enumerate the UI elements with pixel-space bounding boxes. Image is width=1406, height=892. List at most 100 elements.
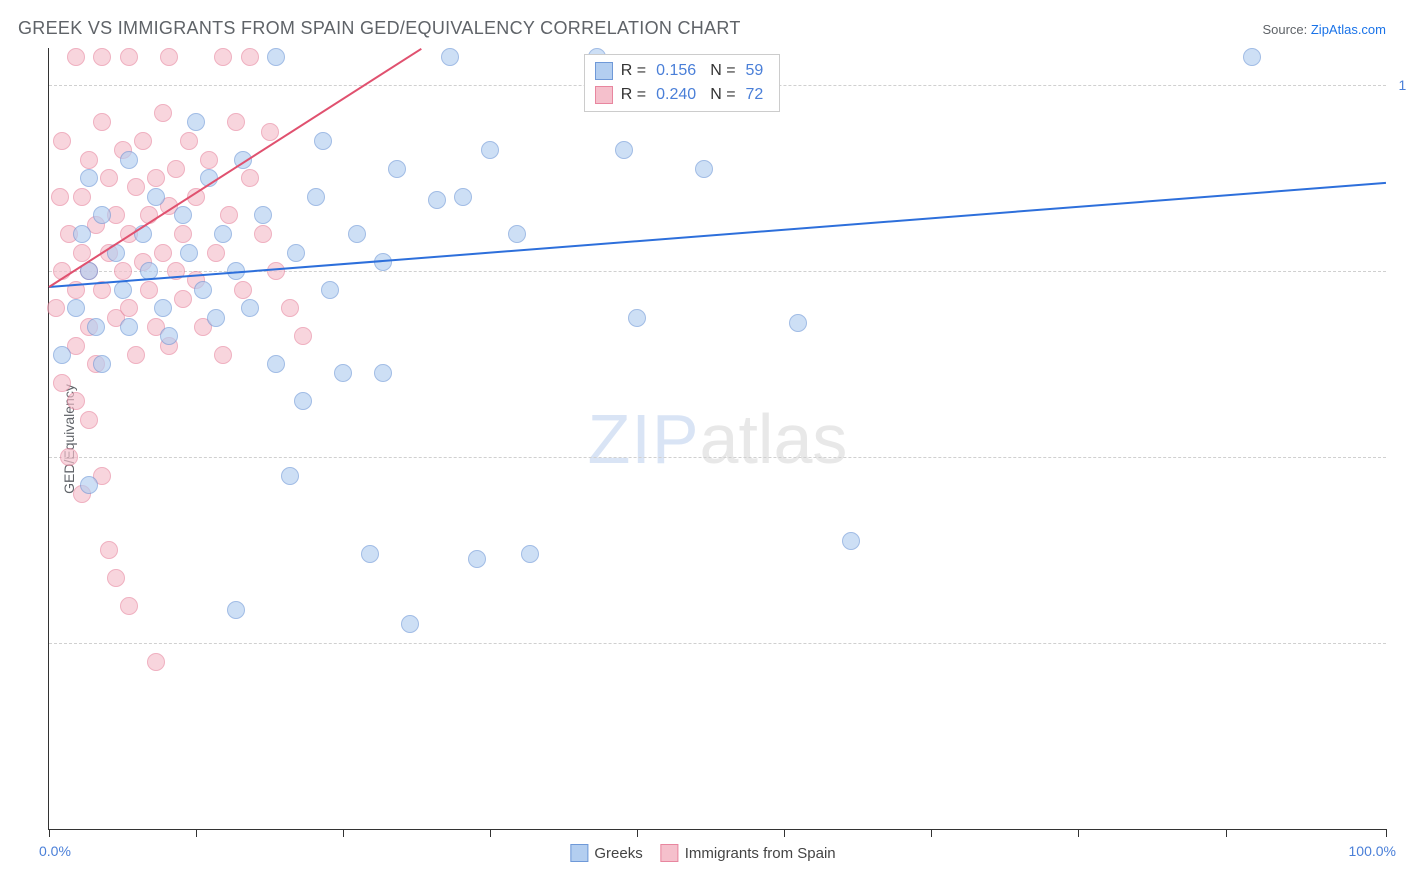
x-tick-label-max: 100.0% — [1349, 843, 1396, 859]
scatter-point — [261, 123, 279, 141]
scatter-point — [508, 225, 526, 243]
scatter-point — [154, 299, 172, 317]
scatter-point — [468, 550, 486, 568]
scatter-point — [180, 244, 198, 262]
legend-label: Greeks — [594, 845, 642, 862]
legend-swatch — [570, 844, 588, 862]
scatter-point — [254, 206, 272, 224]
x-tick — [343, 829, 344, 837]
legend-r-label: R = — [621, 83, 646, 107]
scatter-point — [80, 476, 98, 494]
legend-bottom: GreeksImmigrants from Spain — [570, 844, 835, 862]
scatter-point — [321, 281, 339, 299]
gridline — [49, 643, 1386, 644]
scatter-point — [281, 299, 299, 317]
legend-item: Greeks — [570, 844, 642, 862]
scatter-point — [227, 113, 245, 131]
x-tick — [1078, 829, 1079, 837]
scatter-point — [51, 188, 69, 206]
scatter-point — [140, 281, 158, 299]
scatter-point — [73, 188, 91, 206]
scatter-point — [160, 327, 178, 345]
source-link[interactable]: ZipAtlas.com — [1311, 22, 1386, 37]
scatter-point — [154, 104, 172, 122]
x-tick — [637, 829, 638, 837]
scatter-point — [73, 225, 91, 243]
scatter-point — [441, 48, 459, 66]
scatter-point — [481, 141, 499, 159]
scatter-plot-area: GED/Equivalency ZIPatlas 70.0%80.0%90.0%… — [48, 48, 1386, 830]
x-tick-label-min: 0.0% — [39, 843, 71, 859]
scatter-point — [114, 281, 132, 299]
scatter-point — [174, 206, 192, 224]
scatter-point — [120, 151, 138, 169]
scatter-point — [281, 467, 299, 485]
scatter-point — [93, 48, 111, 66]
scatter-point — [220, 206, 238, 224]
scatter-point — [93, 206, 111, 224]
trend-line — [48, 48, 421, 288]
scatter-point — [47, 299, 65, 317]
scatter-point — [307, 188, 325, 206]
scatter-point — [120, 48, 138, 66]
scatter-point — [120, 299, 138, 317]
x-tick — [931, 829, 932, 837]
scatter-point — [615, 141, 633, 159]
chart-title: GREEK VS IMMIGRANTS FROM SPAIN GED/EQUIV… — [18, 18, 741, 39]
scatter-point — [401, 615, 419, 633]
scatter-point — [147, 188, 165, 206]
scatter-point — [348, 225, 366, 243]
scatter-point — [521, 545, 539, 563]
scatter-point — [207, 309, 225, 327]
watermark-zip: ZIP — [588, 400, 700, 478]
watermark-atlas: atlas — [700, 400, 848, 478]
scatter-point — [267, 262, 285, 280]
x-tick — [1386, 829, 1387, 837]
scatter-point — [147, 169, 165, 187]
scatter-point — [241, 48, 259, 66]
scatter-point — [227, 601, 245, 619]
watermark: ZIPatlas — [588, 399, 848, 479]
scatter-point — [361, 545, 379, 563]
scatter-point — [194, 281, 212, 299]
scatter-point — [120, 318, 138, 336]
scatter-point — [80, 169, 98, 187]
scatter-point — [234, 281, 252, 299]
scatter-point — [154, 244, 172, 262]
legend-r-value: 0.240 — [656, 83, 696, 107]
scatter-point — [100, 541, 118, 559]
x-tick — [49, 829, 50, 837]
legend-row: R =0.156N =59 — [595, 59, 770, 83]
scatter-point — [93, 113, 111, 131]
scatter-point — [187, 113, 205, 131]
legend-n-value: 72 — [746, 83, 764, 107]
scatter-point — [60, 448, 78, 466]
scatter-point — [314, 132, 332, 150]
scatter-point — [107, 569, 125, 587]
gridline — [49, 457, 1386, 458]
legend-row: R =0.240N =72 — [595, 83, 770, 107]
scatter-point — [134, 132, 152, 150]
legend-r-value: 0.156 — [656, 59, 696, 83]
scatter-point — [207, 244, 225, 262]
x-tick — [1226, 829, 1227, 837]
scatter-point — [214, 48, 232, 66]
scatter-point — [294, 327, 312, 345]
scatter-point — [267, 48, 285, 66]
scatter-point — [100, 169, 118, 187]
source-attribution: Source: ZipAtlas.com — [1262, 22, 1386, 37]
scatter-point — [87, 318, 105, 336]
scatter-point — [334, 364, 352, 382]
scatter-point — [254, 225, 272, 243]
legend-correlation: R =0.156N =59R =0.240N =72 — [584, 54, 781, 112]
scatter-point — [67, 299, 85, 317]
scatter-point — [127, 346, 145, 364]
scatter-point — [388, 160, 406, 178]
scatter-point — [120, 597, 138, 615]
scatter-point — [789, 314, 807, 332]
source-label: Source: — [1262, 22, 1310, 37]
scatter-point — [180, 132, 198, 150]
scatter-point — [160, 48, 178, 66]
scatter-point — [428, 191, 446, 209]
legend-swatch — [595, 62, 613, 80]
